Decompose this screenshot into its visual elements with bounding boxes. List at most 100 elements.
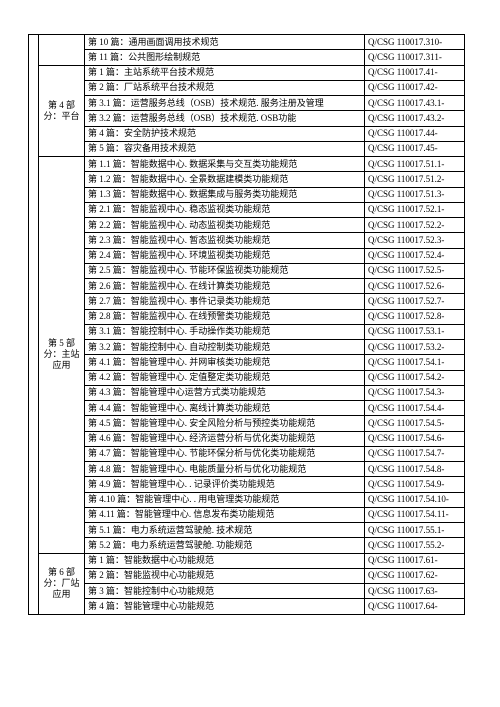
- spec-description: 第 2 篇：厂站系统平台技术规范: [85, 80, 365, 95]
- spec-description: 第 11 篇：公共图形绘制规范: [85, 50, 365, 65]
- table-row: 第 4.11 篇：智能管理中心. 信息发布类功能规范Q/CSG 110017.5…: [29, 507, 465, 522]
- table-row: 第 2.6 篇：智能监视中心. 在线计算类功能规范Q/CSG 110017.52…: [29, 279, 465, 294]
- table-row: 第 4.3 篇：智能管理中心运营方式类功能规范Q/CSG 110017.54.3…: [29, 385, 465, 400]
- spec-code: Q/CSG 110017.51.2-: [365, 172, 465, 187]
- spec-description: 第 4.9 篇：智能管理中心. . 记录评价类功能规范: [85, 477, 365, 492]
- spec-code: Q/CSG 110017.52.5-: [365, 263, 465, 278]
- table-row: 第 2.1 篇：智能监视中心. 稳态监视类功能规范Q/CSG 110017.52…: [29, 202, 465, 217]
- table-row: 第 4.10 篇：智能管理中心. . 用电管理类功能规范Q/CSG 110017…: [29, 492, 465, 507]
- table-row: 第 2 篇：智能监视中心功能规范Q/CSG 110017.62-: [29, 568, 465, 583]
- table-row: 第 4.4 篇：智能管理中心. 离线计算类功能规范Q/CSG 110017.54…: [29, 401, 465, 416]
- spec-code: Q/CSG 110017.55.2-: [365, 538, 465, 553]
- table-row: 第 4 篇：安全防护技术规范Q/CSG 110017.44-: [29, 126, 465, 141]
- spec-description: 第 2.3 篇：智能监视中心. 暂态监视类功能规范: [85, 233, 365, 248]
- table-row: 第 5.2 篇：电力系统运营驾驶舱. 功能规范Q/CSG 110017.55.2…: [29, 538, 465, 553]
- table-row: 第 4.5 篇：智能管理中心. 安全风险分析与预控类功能规范Q/CSG 1100…: [29, 416, 465, 431]
- table-row: 第 4.6 篇：智能管理中心. 经济运营分析与优化类功能规范Q/CSG 1100…: [29, 431, 465, 446]
- spec-description: 第 4.1 篇：智能管理中心. 并网审核类功能规范: [85, 355, 365, 370]
- spec-code: Q/CSG 110017.41-: [365, 65, 465, 80]
- spec-code: Q/CSG 110017.54.8-: [365, 462, 465, 477]
- spec-description: 第 4.5 篇：智能管理中心. 安全风险分析与预控类功能规范: [85, 416, 365, 431]
- table-row: 第 2.3 篇：智能监视中心. 暂态监视类功能规范Q/CSG 110017.52…: [29, 233, 465, 248]
- spec-code: Q/CSG 110017.52.6-: [365, 279, 465, 294]
- spec-description: 第 4 篇：安全防护技术规范: [85, 126, 365, 141]
- spec-code: Q/CSG 110017.310-: [365, 35, 465, 50]
- spec-description: 第 3.1 篇：智能控制中心. 手动操作类功能规范: [85, 324, 365, 339]
- table-row: 第 10 篇：通用画面调用技术规范Q/CSG 110017.310-: [29, 35, 465, 50]
- table-row: 第 4.7 篇：智能管理中心. 节能环保分析与优化类功能规范Q/CSG 1100…: [29, 446, 465, 461]
- spec-code: Q/CSG 110017.42-: [365, 80, 465, 95]
- spec-description: 第 4.7 篇：智能管理中心. 节能环保分析与优化类功能规范: [85, 446, 365, 461]
- spec-description: 第 5.1 篇：电力系统运营驾驶舱. 技术规范: [85, 523, 365, 538]
- spec-code: Q/CSG 110017.54.7-: [365, 446, 465, 461]
- spec-description: 第 2.5 篇：智能监视中心. 节能环保监视类功能规范: [85, 263, 365, 278]
- spec-code: Q/CSG 110017.51.1-: [365, 157, 465, 172]
- spec-description: 第 4.6 篇：智能管理中心. 经济运营分析与优化类功能规范: [85, 431, 365, 446]
- table-row: 第 6 部分：厂站应用第 1 篇：智能数据中心功能规范Q/CSG 110017.…: [29, 553, 465, 568]
- table-row: 第 1.3 篇：智能数据中心. 数据集成与服务类功能规范Q/CSG 110017…: [29, 187, 465, 202]
- spec-description: 第 2.7 篇：智能监视中心. 事件记录类功能规范: [85, 294, 365, 309]
- spec-code: Q/CSG 110017.54.5-: [365, 416, 465, 431]
- spec-description: 第 5.2 篇：电力系统运营驾驶舱. 功能规范: [85, 538, 365, 553]
- spec-code: Q/CSG 110017.52.7-: [365, 294, 465, 309]
- spec-code: Q/CSG 110017.54.6-: [365, 431, 465, 446]
- spec-code: Q/CSG 110017.53.2-: [365, 340, 465, 355]
- spec-description: 第 1.3 篇：智能数据中心. 数据集成与服务类功能规范: [85, 187, 365, 202]
- table-row: 第 2.2 篇：智能监视中心. 动态监视类功能规范Q/CSG 110017.52…: [29, 218, 465, 233]
- spec-code: Q/CSG 110017.54.4-: [365, 401, 465, 416]
- spec-description: 第 1.1 篇：智能数据中心. 数据采集与交互类功能规范: [85, 157, 365, 172]
- spec-description: 第 2 篇：智能监视中心功能规范: [85, 568, 365, 583]
- spec-description: 第 3.2 篇：智能控制中心. 自动控制类功能规范: [85, 340, 365, 355]
- spec-code: Q/CSG 110017.53.1-: [365, 324, 465, 339]
- table-row: 第 2.8 篇：智能监视中心. 在线预警类功能规范Q/CSG 110017.52…: [29, 309, 465, 324]
- table-row: 第 11 篇：公共图形绘制规范Q/CSG 110017.311-: [29, 50, 465, 65]
- spec-code: Q/CSG 110017.61-: [365, 553, 465, 568]
- spec-code: Q/CSG 110017.43.1-: [365, 96, 465, 111]
- table-row: 第 3 篇：智能控制中心功能规范Q/CSG 110017.63-: [29, 584, 465, 599]
- table-row: 第 2.7 篇：智能监视中心. 事件记录类功能规范Q/CSG 110017.52…: [29, 294, 465, 309]
- table-row: 第 3.2 篇：智能控制中心. 自动控制类功能规范Q/CSG 110017.53…: [29, 340, 465, 355]
- group-label: [39, 35, 85, 66]
- table-row: 第 5 部分：主站应用第 1.1 篇：智能数据中心. 数据采集与交互类功能规范Q…: [29, 157, 465, 172]
- group-label: 第 5 部分：主站应用: [39, 157, 85, 554]
- spec-description: 第 5 篇：容灾备用技术规范: [85, 141, 365, 156]
- spec-description: 第 3.2 篇：运营服务总线（OSB）技术规范. OSB功能: [85, 111, 365, 126]
- table-row: 第 4.1 篇：智能管理中心. 并网审核类功能规范Q/CSG 110017.54…: [29, 355, 465, 370]
- spec-code: Q/CSG 110017.52.3-: [365, 233, 465, 248]
- spec-code: Q/CSG 110017.45-: [365, 141, 465, 156]
- table-row: 第 4.2 篇：智能管理中心. 定值整定类功能规范Q/CSG 110017.54…: [29, 370, 465, 385]
- spec-description: 第 2.1 篇：智能监视中心. 稳态监视类功能规范: [85, 202, 365, 217]
- table-row: 第 3.1 篇：运营服务总线（OSB）技术规范. 服务注册及管理Q/CSG 11…: [29, 96, 465, 111]
- spec-code: Q/CSG 110017.43.2-: [365, 111, 465, 126]
- table-row: 第 3.1 篇：智能控制中心. 手动操作类功能规范Q/CSG 110017.53…: [29, 324, 465, 339]
- spec-description: 第 4.11 篇：智能管理中心. 信息发布类功能规范: [85, 507, 365, 522]
- spec-description: 第 3.1 篇：运营服务总线（OSB）技术规范. 服务注册及管理: [85, 96, 365, 111]
- spec-code: Q/CSG 110017.51.3-: [365, 187, 465, 202]
- table-row: 第 1.2 篇：智能数据中心. 全景数据建模类功能规范Q/CSG 110017.…: [29, 172, 465, 187]
- spec-description: 第 2.6 篇：智能监视中心. 在线计算类功能规范: [85, 279, 365, 294]
- table-row: 第 4 部分：平台第 1 篇：主站系统平台技术规范Q/CSG 110017.41…: [29, 65, 465, 80]
- spec-code: Q/CSG 110017.311-: [365, 50, 465, 65]
- spec-code: Q/CSG 110017.54.10-: [365, 492, 465, 507]
- table-row: 第 2.4 篇：智能监视中心. 环境监视类功能规范Q/CSG 110017.52…: [29, 248, 465, 263]
- spec-code: Q/CSG 110017.52.8-: [365, 309, 465, 324]
- spec-description: 第 4.8 篇：智能管理中心. 电能质量分析与优化功能规范: [85, 462, 365, 477]
- table-row: 第 5 篇：容灾备用技术规范Q/CSG 110017.45-: [29, 141, 465, 156]
- table-row: 第 2 篇：厂站系统平台技术规范Q/CSG 110017.42-: [29, 80, 465, 95]
- spec-code: Q/CSG 110017.52.1-: [365, 202, 465, 217]
- spec-code: Q/CSG 110017.62-: [365, 568, 465, 583]
- spec-description: 第 4 篇：智能管理中心功能规范: [85, 599, 365, 614]
- spec-description: 第 3 篇：智能控制中心功能规范: [85, 584, 365, 599]
- group-label: 第 4 部分：平台: [39, 65, 85, 157]
- spec-code: Q/CSG 110017.54.11-: [365, 507, 465, 522]
- spec-code: Q/CSG 110017.54.9-: [365, 477, 465, 492]
- spec-code: Q/CSG 110017.63-: [365, 584, 465, 599]
- spec-description: 第 4.3 篇：智能管理中心运营方式类功能规范: [85, 385, 365, 400]
- spec-code: Q/CSG 110017.54.2-: [365, 370, 465, 385]
- spec-description: 第 4.2 篇：智能管理中心. 定值整定类功能规范: [85, 370, 365, 385]
- spec-description: 第 1 篇：智能数据中心功能规范: [85, 553, 365, 568]
- spec-code: Q/CSG 110017.55.1-: [365, 523, 465, 538]
- table-row: 第 3.2 篇：运营服务总线（OSB）技术规范. OSB功能Q/CSG 1100…: [29, 111, 465, 126]
- spec-description: 第 1 篇：主站系统平台技术规范: [85, 65, 365, 80]
- table-row: 第 4.8 篇：智能管理中心. 电能质量分析与优化功能规范Q/CSG 11001…: [29, 462, 465, 477]
